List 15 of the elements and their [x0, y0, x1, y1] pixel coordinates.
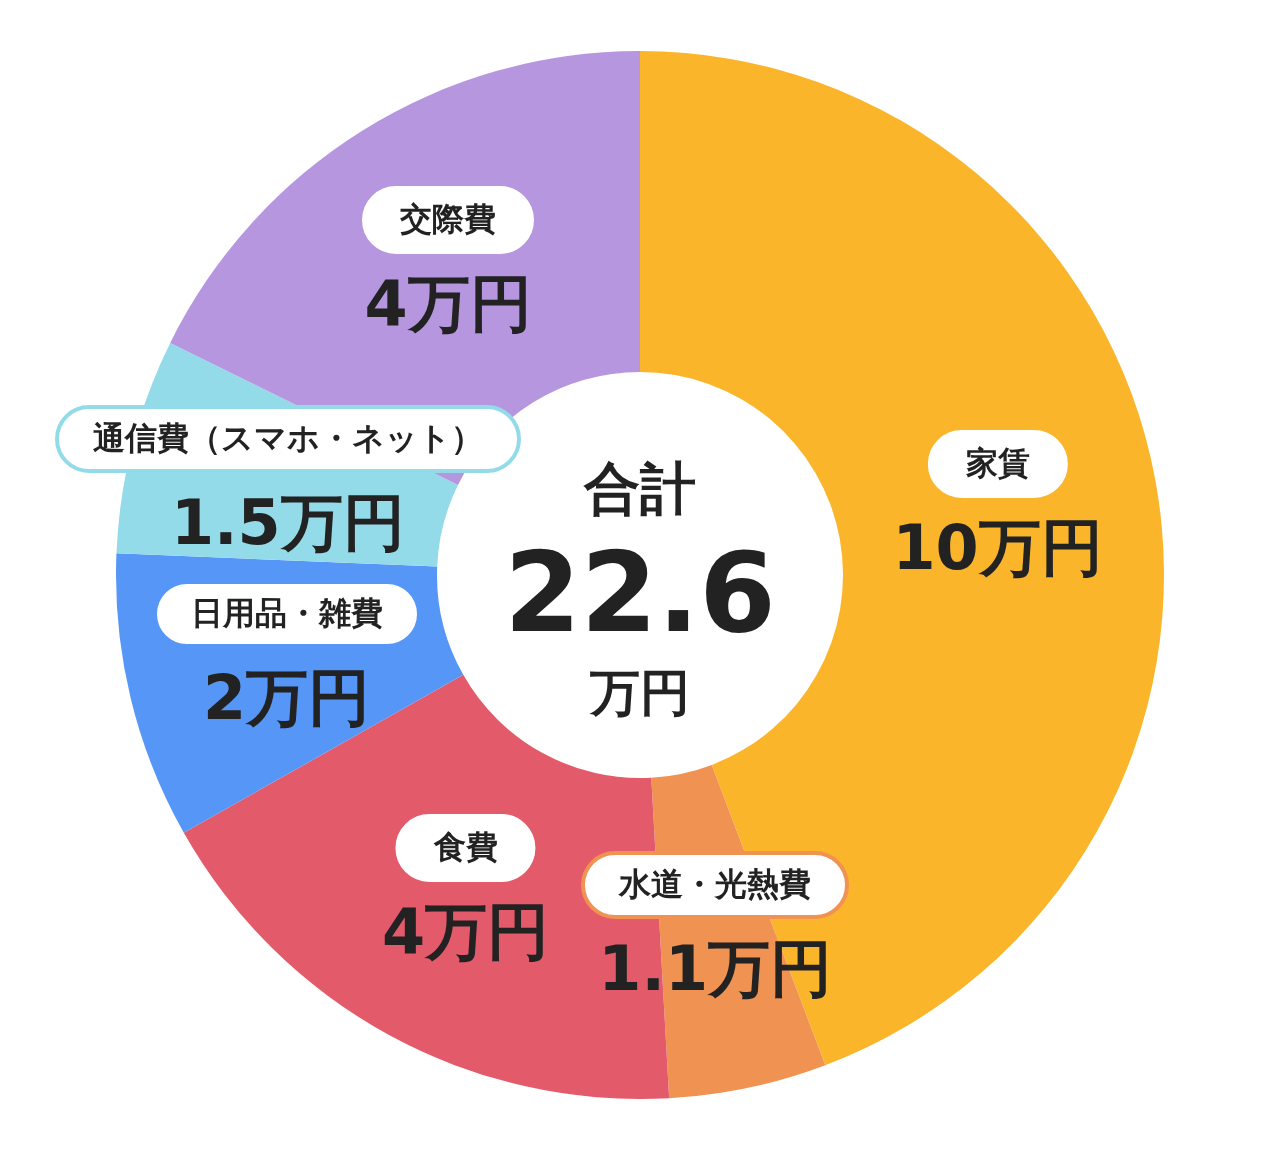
slice-label: 日用品・雑費 [152, 580, 421, 649]
slice-label: 交際費 [362, 186, 535, 255]
text: 万円 [589, 664, 690, 722]
text: 合計 [583, 455, 696, 521]
data-label: 1.5万円 [170, 485, 405, 561]
slice-label: 水道・光熱費 [581, 850, 850, 919]
slice-label: 家賃 [927, 429, 1068, 498]
slice-label: 食費 [395, 813, 536, 882]
data-label: 2万円 [203, 660, 371, 737]
data-label: 4万円 [382, 893, 550, 970]
data-label: 1.1万円 [598, 930, 833, 1007]
text: 22.6 [504, 529, 776, 657]
data-label: 10万円 [892, 509, 1103, 586]
slice-label: 通信費（スマホ・ネット） [54, 404, 521, 473]
data-label: 4万円 [364, 266, 532, 343]
